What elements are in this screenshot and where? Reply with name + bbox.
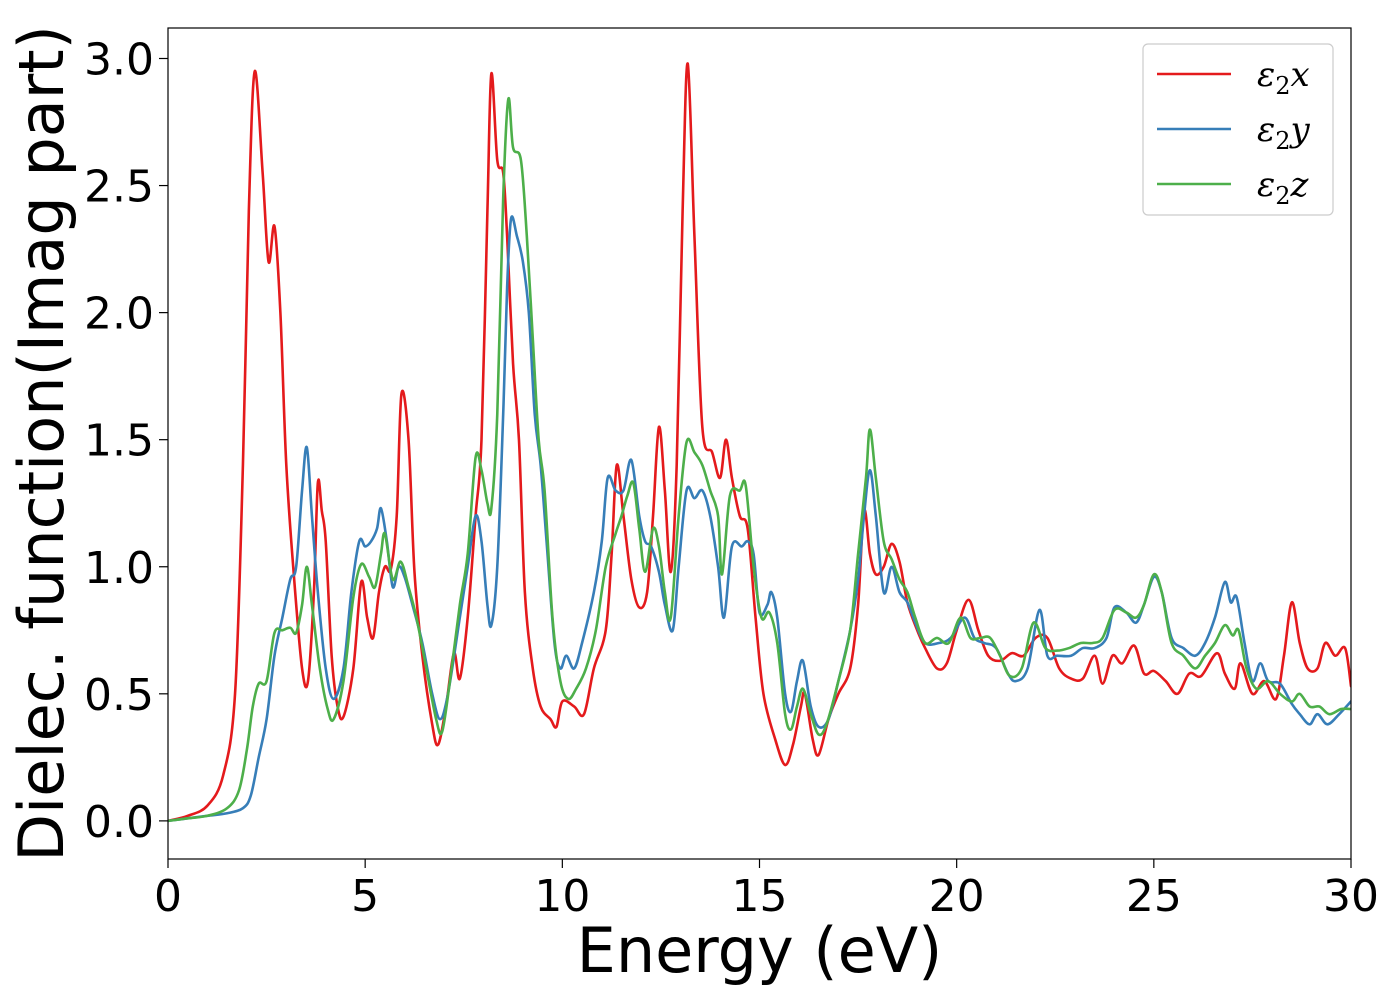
y-tick-label: 2.5	[84, 162, 154, 213]
x-tick-label: 20	[929, 871, 985, 922]
x-tick-label: 5	[351, 871, 379, 922]
x-tick-label: 10	[534, 871, 590, 922]
x-tick-label: 15	[732, 871, 788, 922]
series-line-x	[168, 62, 1351, 823]
y-tick-label: 2.0	[84, 289, 154, 340]
legend-label-y: ε2y	[1257, 110, 1311, 155]
y-axis-title: Dielec. function(Imag part)	[5, 25, 78, 862]
y-axis: 0.0 0.5 1.0 1.5 2.0 2.5 3.0	[84, 34, 168, 848]
series-line-z	[168, 96, 1351, 823]
legend-box	[1142, 43, 1334, 216]
x-tick-label: 25	[1126, 871, 1182, 922]
legend-label-z: ε2z	[1257, 165, 1310, 210]
legend-label-x: ε2x	[1257, 55, 1310, 100]
x-tick-label: 0	[154, 871, 182, 922]
y-tick-label: 0.5	[84, 670, 154, 721]
y-tick-label: 3.0	[84, 34, 154, 85]
legend: ε2x ε2y ε2z	[1142, 43, 1334, 216]
y-tick-label: 1.5	[84, 416, 154, 467]
series-line-y	[168, 215, 1351, 823]
x-tick-label: 30	[1323, 871, 1379, 922]
y-tick-label: 1.0	[84, 543, 154, 594]
y-tick-label: 0.0	[84, 797, 154, 848]
x-axis-title: Energy (eV)	[577, 914, 943, 987]
series-layer	[168, 62, 1351, 823]
x-axis: 0 5 10 15 20 25 30	[154, 859, 1379, 922]
